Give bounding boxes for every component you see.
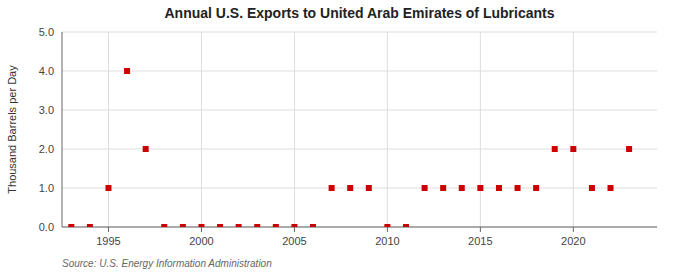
point — [477, 185, 483, 191]
points — [68, 68, 632, 227]
x-tick — [573, 227, 574, 232]
grid — [62, 32, 657, 227]
y-tick-label: 2.0 — [39, 143, 54, 155]
source-note: Source: U.S. Energy Information Administ… — [62, 258, 272, 269]
point — [161, 224, 167, 227]
x-axis-line — [62, 227, 657, 228]
point — [366, 185, 372, 191]
point — [384, 224, 390, 227]
y-tick-label: 4.0 — [39, 65, 54, 77]
point — [533, 185, 539, 191]
point — [236, 224, 242, 227]
x-tick-label: 2010 — [375, 235, 399, 247]
point — [459, 185, 465, 191]
x-tick-label: 1995 — [96, 235, 120, 247]
y-tick-label: 3.0 — [39, 104, 54, 116]
point — [124, 68, 130, 74]
point — [347, 185, 353, 191]
point — [440, 185, 446, 191]
point — [291, 224, 297, 227]
x-grid-line — [387, 32, 388, 227]
point — [310, 224, 316, 227]
x-grid-line — [201, 32, 202, 227]
x-tick-label: 2000 — [189, 235, 213, 247]
point — [87, 224, 93, 227]
point — [180, 224, 186, 227]
x-tick-label: 2015 — [468, 235, 492, 247]
point — [254, 224, 260, 227]
x-tick — [480, 227, 481, 232]
point — [329, 185, 335, 191]
point — [608, 185, 614, 191]
point — [105, 185, 111, 191]
x-tick-label: 2020 — [561, 235, 585, 247]
y-axis-line — [62, 32, 63, 227]
y-tick-label: 0.0 — [39, 221, 54, 233]
x-tick — [294, 227, 295, 232]
point — [403, 224, 409, 227]
point — [198, 224, 204, 227]
x-tick — [387, 227, 388, 232]
point — [143, 146, 149, 152]
point — [273, 224, 279, 227]
x-tick — [201, 227, 202, 232]
x-grid-line — [480, 32, 481, 227]
point — [570, 146, 576, 152]
point — [496, 185, 502, 191]
point — [552, 146, 558, 152]
chart-svg: Annual U.S. Exports to United Arab Emira… — [0, 0, 675, 275]
x-grid-line — [108, 32, 109, 227]
y-tick-label: 1.0 — [39, 182, 54, 194]
y-grid-line — [62, 71, 657, 72]
title: Annual U.S. Exports to United Arab Emira… — [165, 5, 555, 21]
y-grid-line — [62, 149, 657, 150]
y-grid-line — [62, 188, 657, 189]
point — [68, 224, 74, 227]
point — [589, 185, 595, 191]
x-grid-line — [294, 32, 295, 227]
x-grid-line — [573, 32, 574, 227]
chart-container: Annual U.S. Exports to United Arab Emira… — [0, 0, 675, 275]
x-tick — [108, 227, 109, 232]
y-axis-label: Thousand Barrels per Day — [6, 65, 18, 194]
y-grid-line — [62, 227, 657, 228]
y-grid-line — [62, 32, 657, 33]
axes: 0.0 1.0 2.0 3.0 4.0 5.0 1995 2000 2005 2010 2015 20… — [39, 26, 657, 247]
x-tick-label: 2005 — [282, 235, 306, 247]
point — [217, 224, 223, 227]
y-grid-line — [62, 110, 657, 111]
point — [626, 146, 632, 152]
y-tick-label: 5.0 — [39, 26, 54, 38]
point — [515, 185, 521, 191]
point — [422, 185, 428, 191]
